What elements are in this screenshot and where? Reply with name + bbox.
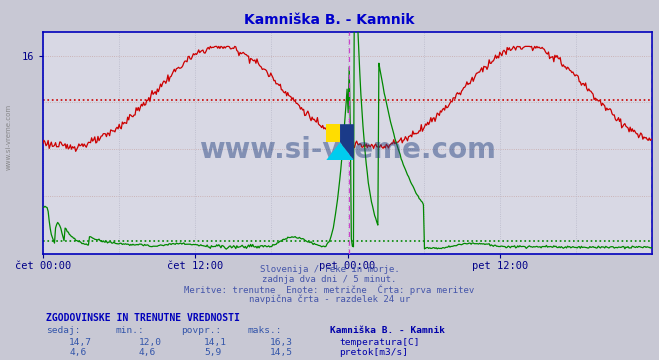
Text: povpr.:: povpr.: (181, 326, 221, 335)
Text: Slovenija / reke in morje.: Slovenija / reke in morje. (260, 265, 399, 274)
Text: maks.:: maks.: (247, 326, 281, 335)
Text: 16,3: 16,3 (270, 338, 293, 347)
Text: 14,7: 14,7 (69, 338, 92, 347)
Text: 12,0: 12,0 (138, 338, 161, 347)
Text: 4,6: 4,6 (69, 348, 86, 357)
Polygon shape (326, 124, 340, 142)
Text: Meritve: trenutne  Enote: metrične  Črta: prva meritev: Meritve: trenutne Enote: metrične Črta: … (185, 285, 474, 295)
Text: min.:: min.: (115, 326, 144, 335)
Text: ZGODOVINSKE IN TRENUTNE VREDNOSTI: ZGODOVINSKE IN TRENUTNE VREDNOSTI (46, 313, 240, 323)
Text: zadnja dva dni / 5 minut.: zadnja dva dni / 5 minut. (262, 275, 397, 284)
Polygon shape (326, 142, 354, 160)
Text: 5,9: 5,9 (204, 348, 221, 357)
Text: www.si-vreme.com: www.si-vreme.com (5, 104, 11, 170)
Text: pretok[m3/s]: pretok[m3/s] (339, 348, 409, 357)
Text: temperatura[C]: temperatura[C] (339, 338, 420, 347)
Text: 4,6: 4,6 (138, 348, 156, 357)
Text: sedaj:: sedaj: (46, 326, 80, 335)
Text: 14,1: 14,1 (204, 338, 227, 347)
Text: 14,5: 14,5 (270, 348, 293, 357)
Text: navpična črta - razdelek 24 ur: navpična črta - razdelek 24 ur (249, 295, 410, 304)
Text: www.si-vreme.com: www.si-vreme.com (199, 136, 496, 164)
Text: Kamniška B. - Kamnik: Kamniška B. - Kamnik (330, 326, 445, 335)
Polygon shape (340, 124, 354, 160)
Text: Kamniška B. - Kamnik: Kamniška B. - Kamnik (244, 13, 415, 27)
